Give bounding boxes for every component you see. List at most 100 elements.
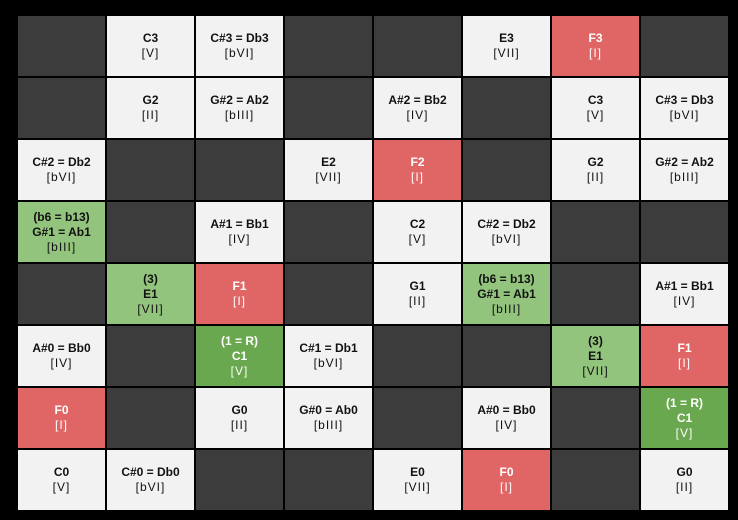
cell-text: G#1 = Ab1 [477,286,536,301]
cell-text: F0 [54,403,69,417]
cell-text: E2 [321,155,336,169]
cell-text: G#2 = Ab2 [210,93,269,107]
grid-cell: C3 [V] [552,78,639,138]
grid-cell [18,264,105,324]
cell-text: [bIII] [313,418,344,432]
grid-cell [285,450,372,510]
grid-cell: A#1 = Bb1 [IV] [641,264,728,324]
cell-text: F1 [677,341,692,355]
cell-text: E1 [588,348,603,363]
cell-text: F1 [232,279,247,293]
cell-text: [IV] [406,108,429,122]
cell-text: G#2 = Ab2 [655,155,714,169]
cell-text: [IV] [228,232,251,246]
grid-cell: C#3 = Db3 [bVI] [196,16,283,76]
grid-cell: C#3 = Db3 [bVI] [641,78,728,138]
grid-cell: C#1 = Db1 [bVI] [285,326,372,386]
cell-text: G1 [409,279,426,293]
note-grid: C3 [V] C#3 = Db3 [bVI] E3 [VII] F3 [I] G2 [II] G#2… [18,16,730,512]
grid-cell: F3 [I] [552,16,639,76]
cell-text: A#0 = Bb0 [477,403,536,417]
cell-text: [I] [232,294,246,308]
cell-text: E3 [499,31,514,45]
grid-cell: C2 [V] [374,202,461,262]
grid-cell: C3 [V] [107,16,194,76]
grid-cell [641,202,728,262]
cell-text: [V] [141,46,160,60]
cell-text: E0 [410,465,425,479]
cell-text: [VII] [582,363,609,378]
cell-text: [V] [230,363,249,378]
cell-text: [bVI] [46,170,77,184]
grid-cell: C#2 = Db2 [bVI] [18,140,105,200]
grid-cell: A#1 = Bb1 [IV] [196,202,283,262]
grid-cell [18,16,105,76]
cell-text: [bVI] [669,108,700,122]
cell-text: [bVI] [491,232,522,246]
grid-cell: F0 [I] [18,388,105,448]
cell-text: [bVI] [135,480,166,494]
cell-text: (1 = R) [220,333,258,348]
cell-text: (1 = R) [665,395,703,410]
grid-cell: G#2 = Ab2 [bIII] [196,78,283,138]
cell-text: [bVI] [224,46,255,60]
cell-text: [IV] [673,294,696,308]
grid-cell [374,388,461,448]
grid-cell: (3) E1 [VII] [552,326,639,386]
grid-cell: F1 [I] [641,326,728,386]
grid-cell [196,450,283,510]
grid-cell [285,16,372,76]
grid-cell [107,326,194,386]
cell-text: C#3 = Db3 [210,31,269,45]
grid-cell [374,16,461,76]
cell-text: (b6 = b13) [478,271,535,286]
cell-text: C2 [409,217,426,231]
grid-cell [285,78,372,138]
cell-text: [bIII] [224,108,255,122]
cell-text: G#1 = Ab1 [32,224,91,239]
grid-cell: C#2 = Db2 [bVI] [463,202,550,262]
grid-cell [196,140,283,200]
grid-cell [552,388,639,448]
cell-text: A#1 = Bb1 [210,217,269,231]
grid-cell: A#2 = Bb2 [IV] [374,78,461,138]
cell-text: C#0 = Db0 [121,465,180,479]
grid-cell [552,450,639,510]
grid-cell: F2 [I] [374,140,461,200]
grid-cell: G1 [II] [374,264,461,324]
grid-cell: C#0 = Db0 [bVI] [107,450,194,510]
grid-cell [285,264,372,324]
cell-text: G2 [142,93,159,107]
grid-cell: G#0 = Ab0 [bIII] [285,388,372,448]
grid-cell: E0 [VII] [374,450,461,510]
grid-cell: A#0 = Bb0 [IV] [463,388,550,448]
cell-text: (b6 = b13) [33,209,90,224]
cell-text: C#2 = Db2 [477,217,536,231]
grid-cell: G2 [II] [552,140,639,200]
cell-text: [I] [410,170,424,184]
grid-cell [552,264,639,324]
cell-text: [V] [675,425,694,440]
grid-cell: C0 [V] [18,450,105,510]
grid-cell: (1 = R) C1 [V] [641,388,728,448]
cell-text: C1 [676,410,693,425]
cell-text: [bVI] [313,356,344,370]
cell-text: C3 [587,93,604,107]
cell-text: [bIII] [46,239,77,254]
grid-cell [463,78,550,138]
cell-text: [V] [586,108,605,122]
cell-text: A#0 = Bb0 [32,341,91,355]
cell-text: [II] [408,294,427,308]
cell-text: [II] [230,418,249,432]
grid-cell: (3) E1 [VII] [107,264,194,324]
cell-text: [IV] [50,356,73,370]
grid-cell: E3 [VII] [463,16,550,76]
cell-text: C#2 = Db2 [32,155,91,169]
cell-text: G2 [587,155,604,169]
cell-text: F3 [588,31,603,45]
grid-cell: A#0 = Bb0 [IV] [18,326,105,386]
cell-text: [V] [408,232,427,246]
cell-text: [II] [586,170,605,184]
cell-text: [bIII] [491,301,522,316]
